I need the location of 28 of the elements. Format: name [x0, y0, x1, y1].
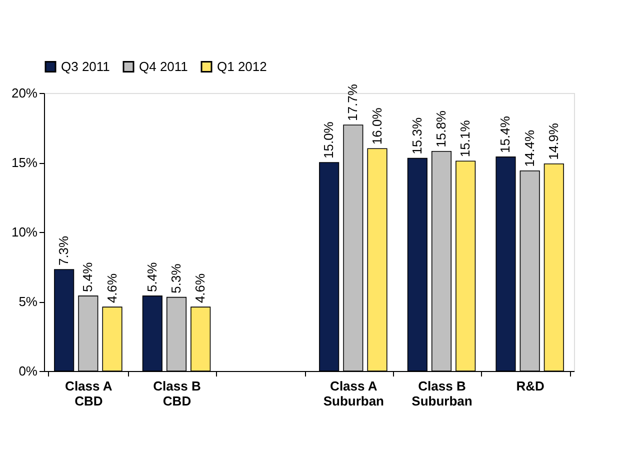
- data-label: 14.4%: [522, 130, 537, 167]
- x-tick-label: Class A CBD: [65, 378, 113, 408]
- data-label: 15.8%: [434, 110, 448, 148]
- data-label: 15.4%: [498, 116, 513, 153]
- y-tick-label: 0%: [18, 364, 38, 378]
- x-tick-label: Class B CBD: [153, 378, 201, 408]
- data-label: 15.3%: [409, 117, 424, 154]
- data-label: 7.3%: [56, 235, 72, 266]
- legend-label: Q3 2011: [61, 58, 110, 74]
- data-label: 15.0%: [321, 121, 336, 158]
- x-tick-label: Class A Suburban: [323, 378, 384, 408]
- x-tick-label: R&D: [516, 378, 544, 394]
- y-tick-label: 15%: [11, 155, 38, 170]
- data-label: 4.6%: [192, 272, 208, 304]
- data-label: 17.7%: [345, 84, 360, 121]
- data-label: 5.3%: [168, 263, 184, 294]
- data-label: 14.9%: [546, 122, 561, 160]
- data-label: 16.0%: [369, 107, 384, 145]
- data-label: 4.6%: [104, 272, 120, 304]
- y-tick-label: 20%: [11, 86, 38, 100]
- data-label: 5.4%: [80, 262, 96, 292]
- y-tick-label: 5%: [18, 294, 38, 309]
- legend-label: Q4 2011: [139, 58, 188, 74]
- y-tick-label: 10%: [11, 224, 38, 240]
- data-label: 15.1%: [458, 120, 473, 158]
- data-label: 5.4%: [144, 262, 160, 292]
- legend-label: Q1 2012: [217, 58, 267, 74]
- x-tick-label: Class B Suburban: [412, 378, 472, 408]
